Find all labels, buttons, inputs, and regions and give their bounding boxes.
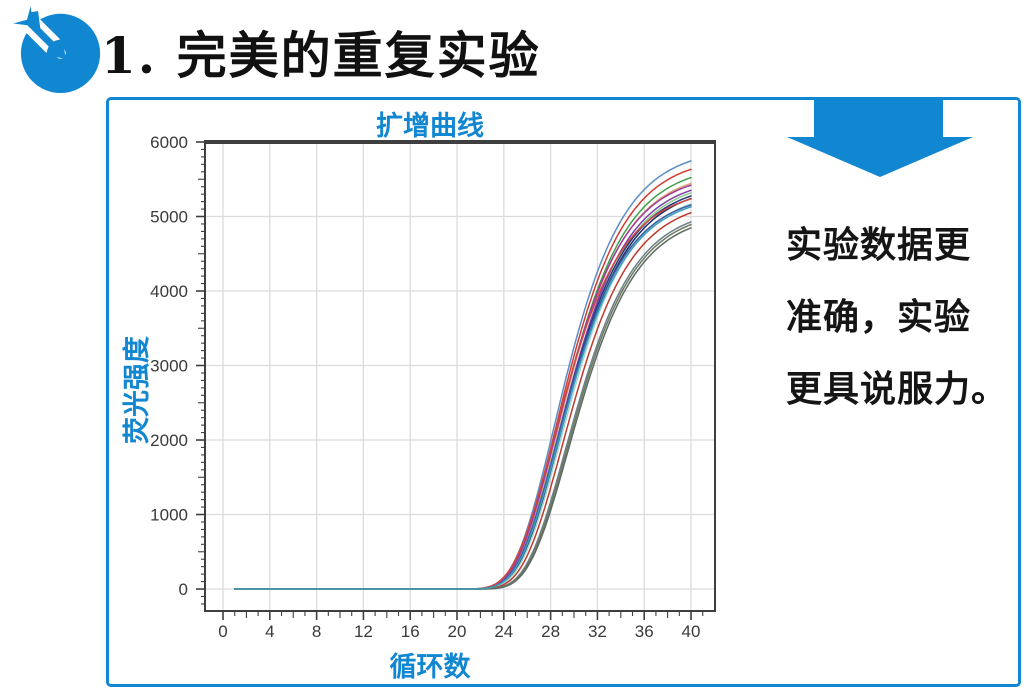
- svg-text:4000: 4000: [150, 282, 188, 301]
- annotation-line-1: 实验数据更: [786, 224, 972, 266]
- svg-text:40: 40: [682, 622, 701, 641]
- svg-text:0: 0: [179, 580, 188, 599]
- svg-text:3000: 3000: [150, 357, 188, 376]
- y-axis-label: 荧光强度: [122, 336, 152, 444]
- svg-text:32: 32: [588, 622, 607, 641]
- svg-text:20: 20: [448, 622, 467, 641]
- svg-text:36: 36: [635, 622, 654, 641]
- svg-text:8: 8: [312, 622, 321, 641]
- svg-text:4: 4: [265, 622, 274, 641]
- svg-text:1000: 1000: [150, 506, 188, 525]
- svg-text:6000: 6000: [150, 133, 188, 152]
- svg-text:5000: 5000: [150, 208, 188, 227]
- annotation-line-3: 更具说服力。: [786, 368, 1009, 410]
- svg-text:2000: 2000: [150, 431, 188, 450]
- annotation-line-2: 准确，实验: [786, 296, 972, 338]
- svg-text:12: 12: [354, 622, 373, 641]
- svg-text:28: 28: [541, 622, 560, 641]
- chart-title: 扩增曲线: [376, 111, 484, 141]
- page-title: 1. 完美的重复实验: [101, 26, 541, 85]
- svg-text:0: 0: [218, 622, 227, 641]
- svg-text:24: 24: [494, 622, 513, 641]
- amplification-curves-plot: 0 4 8 12 16 20 24 28 32 36 40 0 1000 2000 3000 4000 5000…: [150, 133, 716, 641]
- svg-text:16: 16: [401, 622, 420, 641]
- target-dart-icon: [13, 6, 101, 93]
- chart-panel: 扩增曲线 0 4 8 12 16 20 24 28 32 36 40 0 1000 2000 3000 400…: [106, 97, 1021, 687]
- annotation-text: 实验数据更 准确，实验 更具说服力。: [786, 206, 1016, 422]
- x-axis-label: 循环数: [389, 652, 471, 682]
- down-arrow-icon: [787, 97, 973, 177]
